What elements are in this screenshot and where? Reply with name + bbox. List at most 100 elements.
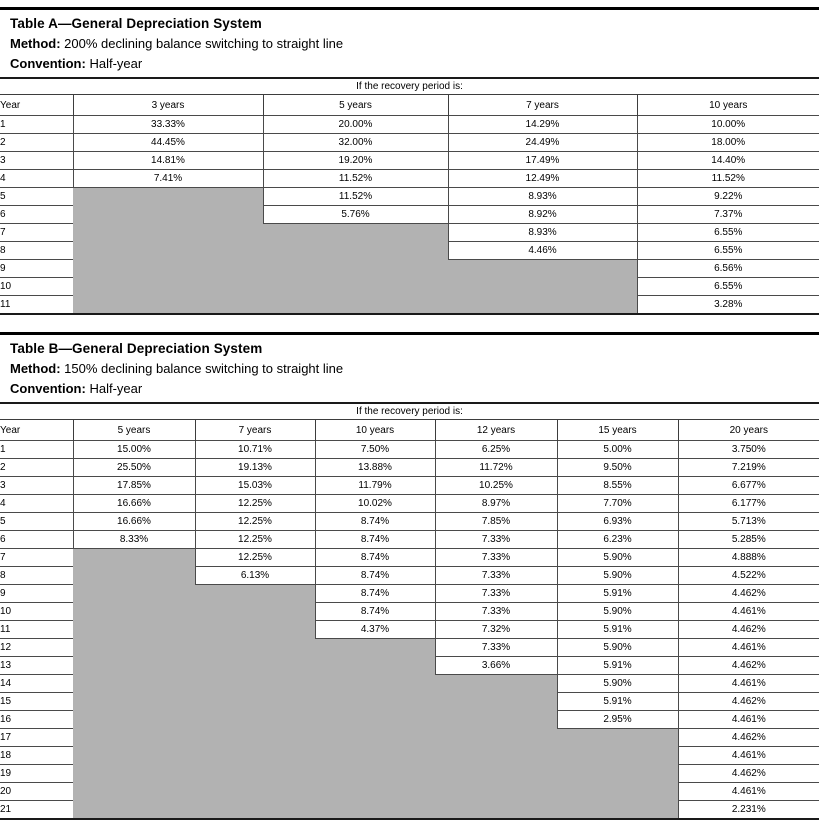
rate-cell: 44.45% xyxy=(72,133,263,152)
unused-gray-cell xyxy=(557,764,678,783)
unused-gray-cell xyxy=(73,620,195,639)
table-row: 4 7.41% 11.52% 12.49% 11.52% xyxy=(0,169,819,188)
table-row: 4 16.66% 12.25% 10.02% 8.97% 7.70% 6.177% xyxy=(0,494,819,513)
table-row: 19 4.462% xyxy=(0,764,819,783)
rate-cell: 24.49% xyxy=(447,133,637,152)
recovery-period-column-header: 12 years xyxy=(434,419,557,441)
rate-cell: 7.33% xyxy=(434,566,557,585)
rate-cell: 5.91% xyxy=(556,656,678,675)
table-row: 11 3.28% xyxy=(0,295,819,314)
table-row: 17 4.462% xyxy=(0,728,819,747)
recovery-period-column-header: 7 years xyxy=(194,419,315,441)
rate-cell: 10.25% xyxy=(434,476,557,495)
rate-cell: 4.462% xyxy=(677,584,819,603)
unused-gray-cell xyxy=(73,259,263,278)
top-rule xyxy=(0,7,819,10)
unused-gray-cell xyxy=(195,728,315,747)
table-row: 3 14.81% 19.20% 17.49% 14.40% xyxy=(0,151,819,170)
year-cell: 18 xyxy=(0,746,73,765)
rate-cell: 6.55% xyxy=(636,277,819,296)
rate-cell: 5.00% xyxy=(556,440,678,459)
rate-cell: 7.41% xyxy=(72,169,263,188)
unused-gray-cell xyxy=(557,746,678,765)
unused-gray-cell xyxy=(195,764,315,783)
convention-value: Half-year xyxy=(89,381,143,396)
rate-cell: 7.33% xyxy=(434,548,557,567)
rate-cell: 33.33% xyxy=(72,115,263,134)
unused-gray-cell xyxy=(435,746,557,765)
unused-gray-cell xyxy=(315,710,435,729)
year-cell: 8 xyxy=(0,241,73,260)
unused-gray-cell xyxy=(195,620,315,639)
rate-cell: 4.522% xyxy=(677,566,819,585)
year-cell: 9 xyxy=(0,584,73,603)
rate-cell: 6.93% xyxy=(556,512,678,531)
rate-cell: 4.462% xyxy=(677,764,819,783)
unused-gray-cell xyxy=(195,656,315,675)
unused-gray-cell xyxy=(263,277,448,296)
year-cell: 2 xyxy=(0,458,73,477)
unused-gray-cell xyxy=(73,656,195,675)
rate-cell: 6.25% xyxy=(434,440,557,459)
year-cell: 3 xyxy=(0,151,73,170)
table-row: 2 25.50% 19.13% 13.88% 11.72% 9.50% 7.219% xyxy=(0,458,819,477)
recovery-period-column-header: 5 years xyxy=(262,94,448,116)
unused-gray-cell xyxy=(435,692,557,711)
rate-cell: 15.03% xyxy=(194,476,315,495)
rate-cell: 17.85% xyxy=(72,476,195,495)
rate-cell: 15.00% xyxy=(72,440,195,459)
unused-gray-cell xyxy=(448,277,637,296)
rate-cell: 4.37% xyxy=(314,620,435,639)
year-cell: 19 xyxy=(0,764,73,783)
table-row: 6 5.76% 8.92% 7.37% xyxy=(0,205,819,224)
column-header-row: Year 5 years 7 years 10 years 12 years 15 yea… xyxy=(0,419,819,441)
unused-gray-cell xyxy=(195,602,315,621)
year-cell: 8 xyxy=(0,566,73,585)
year-cell: 20 xyxy=(0,782,73,801)
rate-cell: 6.13% xyxy=(194,566,315,585)
rate-cell: 8.74% xyxy=(314,566,435,585)
recovery-period-column-header: 10 years xyxy=(636,94,819,116)
unused-gray-cell xyxy=(557,728,678,747)
rate-cell: 8.33% xyxy=(72,530,195,549)
table-b-method-line: Method: 150% declining balance switching… xyxy=(10,361,819,376)
table-row: 10 8.74% 7.33% 5.90% 4.461% xyxy=(0,602,819,621)
year-cell: 4 xyxy=(0,169,73,188)
year-cell: 12 xyxy=(0,638,73,657)
table-row: 9 8.74% 7.33% 5.91% 4.462% xyxy=(0,584,819,603)
unused-gray-cell xyxy=(195,674,315,693)
rate-cell: 6.55% xyxy=(636,241,819,260)
rate-cell: 14.29% xyxy=(447,115,637,134)
rate-cell: 5.90% xyxy=(556,566,678,585)
rate-cell: 8.74% xyxy=(314,602,435,621)
rate-cell: 12.25% xyxy=(194,494,315,513)
rate-cell: 5.91% xyxy=(556,692,678,711)
rate-cell: 14.40% xyxy=(636,151,819,170)
recovery-period-column-header: 15 years xyxy=(556,419,678,441)
year-cell: 1 xyxy=(0,115,73,134)
unused-gray-cell xyxy=(263,259,448,278)
unused-gray-cell xyxy=(195,746,315,765)
year-column-header: Year xyxy=(0,99,21,111)
rate-cell: 18.00% xyxy=(636,133,819,152)
rate-cell: 7.70% xyxy=(556,494,678,513)
table-b-section: Table B—General Depreciation System Meth… xyxy=(0,332,819,820)
unused-gray-cell xyxy=(195,800,315,819)
rate-cell: 7.33% xyxy=(434,584,557,603)
unused-gray-cell xyxy=(195,584,315,603)
year-cell: 10 xyxy=(0,277,73,296)
unused-gray-cell xyxy=(73,241,263,260)
rate-cell: 16.66% xyxy=(72,512,195,531)
unused-gray-cell xyxy=(195,692,315,711)
table-row: 13 3.66% 5.91% 4.462% xyxy=(0,656,819,675)
recovery-period-spanner: If the recovery period is: xyxy=(0,78,819,95)
rate-cell: 5.90% xyxy=(556,548,678,567)
unused-gray-cell xyxy=(557,800,678,819)
unused-gray-cell xyxy=(73,710,195,729)
table-row: 10 6.55% xyxy=(0,277,819,296)
rate-cell: 11.72% xyxy=(434,458,557,477)
unused-gray-cell xyxy=(73,566,195,585)
unused-gray-cell xyxy=(73,746,195,765)
table-row: 21 2.231% xyxy=(0,800,819,819)
